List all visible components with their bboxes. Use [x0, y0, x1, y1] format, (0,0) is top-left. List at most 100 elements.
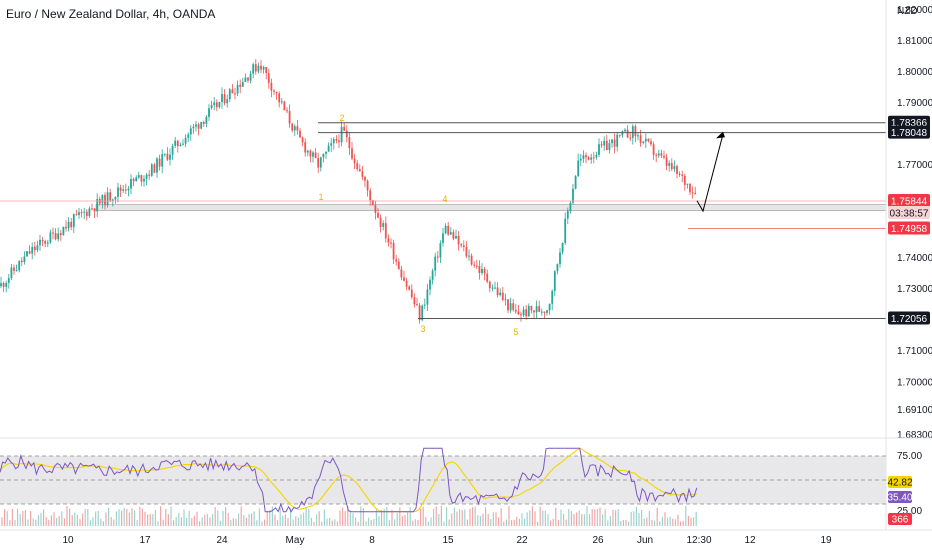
candle: [96, 193, 99, 218]
price-axis[interactable]: [886, 0, 932, 530]
candle: [418, 302, 421, 324]
candle: [166, 147, 169, 162]
candle: [140, 174, 143, 187]
candle: [31, 242, 34, 260]
candle: [603, 136, 606, 151]
candle: [46, 239, 49, 248]
candle: [660, 149, 663, 158]
projection-path[interactable]: [696, 133, 724, 213]
candle: [275, 91, 278, 100]
candle: [335, 135, 338, 144]
candle: [288, 104, 291, 128]
candle: [83, 207, 86, 220]
price-tick: 1.69100: [897, 405, 932, 416]
candle: [488, 280, 491, 293]
candle: [182, 139, 184, 146]
candle: [234, 88, 236, 100]
candle: [595, 151, 598, 160]
candle: [546, 309, 548, 316]
candle: [468, 249, 470, 261]
candle: [631, 124, 634, 145]
price-badge-1-74958[interactable]: 1.74958: [888, 221, 930, 235]
candle: [202, 120, 205, 128]
candle: [691, 186, 694, 199]
candle: [59, 230, 62, 241]
candle: [377, 208, 379, 219]
candle: [106, 187, 109, 208]
candle: [647, 138, 650, 143]
candle: [111, 198, 114, 207]
candle: [460, 243, 463, 248]
candle: [124, 183, 127, 194]
candle: [522, 306, 525, 318]
candle: [556, 263, 559, 275]
time-tick: 17: [139, 535, 151, 546]
candle: [338, 134, 340, 149]
candle: [67, 217, 70, 232]
price-badge-1-75844[interactable]: 1.75844: [888, 193, 930, 208]
price-tick: 1.77000: [897, 160, 932, 171]
candle: [221, 87, 223, 109]
candle: [507, 299, 509, 314]
candle: [483, 266, 486, 281]
candle: [452, 229, 455, 241]
candle: [26, 250, 28, 257]
candle: [382, 220, 385, 231]
candle: [379, 214, 382, 233]
candle: [85, 209, 88, 221]
candle: [169, 148, 171, 166]
candle: [257, 62, 260, 74]
rsi-badge-label: 35.40: [887, 493, 912, 504]
candle: [509, 297, 512, 314]
candle: [171, 143, 174, 160]
candle: [247, 77, 249, 83]
candle: [137, 171, 140, 180]
candle: [314, 148, 317, 159]
candle: [39, 234, 41, 251]
candle: [262, 65, 265, 74]
candle: [5, 280, 8, 293]
time-tick: May: [286, 535, 305, 546]
price-badge-1-78366[interactable]: 1.78366: [888, 115, 930, 130]
candle: [231, 84, 234, 94]
candle: [351, 141, 353, 161]
candle: [561, 242, 564, 255]
candle: [403, 270, 405, 282]
candle: [431, 268, 434, 285]
price-tick: 1.80000: [897, 67, 932, 78]
price-badge-label: 1.74958: [891, 224, 928, 235]
candle: [540, 308, 543, 316]
candle: [317, 152, 320, 174]
candle: [36, 240, 39, 253]
candle: [33, 241, 36, 256]
candle: [57, 227, 60, 242]
candle: [608, 139, 611, 154]
candle: [93, 207, 96, 218]
candle: [676, 164, 678, 179]
candle: [650, 138, 652, 147]
candle: [600, 141, 603, 148]
price-badge-1-78048[interactable]: 1.78048: [888, 125, 930, 140]
candle: [356, 159, 359, 172]
candle: [405, 277, 408, 291]
price-badge-03-38-57[interactable]: 03:38:57: [888, 205, 930, 220]
candle: [444, 223, 447, 235]
candle: [455, 229, 457, 239]
candle: [644, 133, 647, 149]
candle: [158, 154, 161, 171]
candle: [551, 289, 554, 311]
rsi-line: [0, 447, 698, 513]
candle: [291, 122, 294, 133]
candle: [694, 186, 697, 195]
candle: [629, 131, 632, 142]
candle: [135, 175, 138, 182]
candle: [582, 150, 585, 163]
candle: [655, 152, 658, 163]
candle: [18, 260, 21, 273]
candle: [132, 177, 135, 187]
price-badge-1-72056[interactable]: 1.72056: [888, 311, 930, 325]
candle: [65, 220, 67, 232]
candle: [215, 99, 218, 112]
candle: [520, 311, 522, 322]
